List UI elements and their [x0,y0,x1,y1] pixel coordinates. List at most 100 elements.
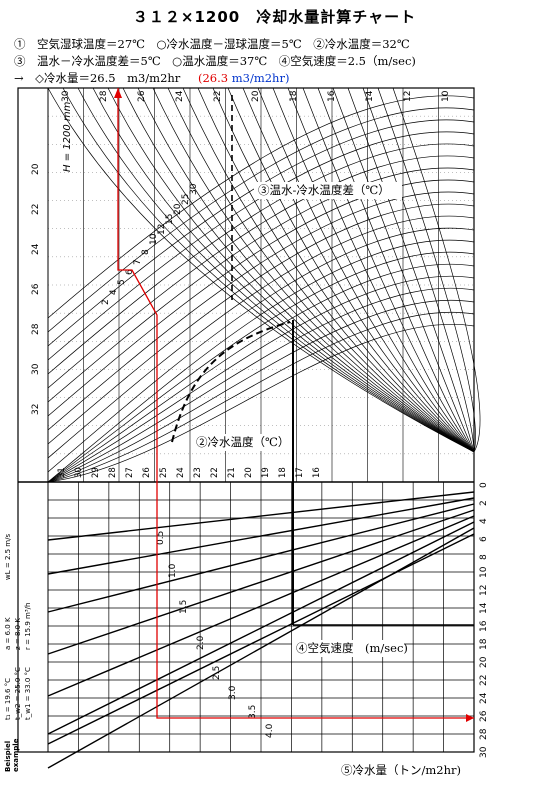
temperature-curve [47,300,475,483]
right-axis-tick: 20 [479,656,489,668]
temperature-curve [47,191,475,431]
temperature-curve [47,167,475,403]
cold-water-tick: 25 [159,467,169,478]
velocity-line [47,509,475,655]
range-curve [362,87,475,453]
temperature-curve [47,215,475,459]
temperature-curve [47,275,475,483]
temperature-curve [47,324,475,483]
range-curve-label: 10 [149,233,159,245]
top-axis-tick: 10 [441,90,451,102]
example-text: t₁ = 19.6 °C [4,678,12,720]
temperature-curve [47,251,475,483]
right-axis-tick: 26 [479,710,489,722]
range-curve [62,87,475,453]
velocity-line-label: 2.5 [212,666,222,680]
temperature-curve [47,107,475,333]
range-curve [77,87,475,453]
range-curve-label: 2 [101,299,111,305]
condition-line-1: ① 空気湿球温度＝27℃ ○冷水温度－湿球温度＝5℃ ②冷水温度＝32℃ [14,37,410,51]
chart-annotations: ③温水-冷水温度差（℃） ②冷水温度（℃） ④空気速度 (m/sec) [192,182,408,657]
right-axis-tick: 22 [479,675,489,686]
range-curve [167,87,475,453]
range-curve-label: 20 [173,203,183,215]
right-axis-tick: 24 [479,692,489,704]
example-label: Beispiel [4,741,12,772]
range-curve [197,87,475,453]
cold-water-tick: 18 [278,467,288,478]
height-label: H = 1200 mm [62,101,73,172]
range-curve-label: 7 [133,259,143,265]
velocity-line [47,491,475,541]
temperature-curve [47,239,475,483]
temperature-curve [47,119,475,347]
range-curve-label: 6 [125,269,135,275]
cold-water-tick: 23 [193,467,203,478]
temperature-curve [47,287,475,483]
top-axis-tick: 16 [327,90,337,102]
right-axis-tick: 18 [479,638,489,650]
water-load-axis-label: ⑤冷水量（トン/m2hr) [341,763,461,777]
top-axis-tick: 18 [289,90,299,102]
range-curve [287,87,475,453]
cold-water-tick: 29 [91,467,101,478]
range-curve [257,87,475,453]
example-label: example [12,738,20,772]
velocity-line [47,497,475,575]
range-curve [152,87,475,453]
cold-water-tick: 24 [176,467,186,478]
top-axis-tick: 22 [213,91,223,102]
velocity-line-label: 1.5 [179,600,189,614]
cold-water-tick: 28 [108,467,118,478]
cold-water-tick: 17 [295,467,305,478]
range-curve-label: 25 [181,194,191,205]
top-axis-tick: 20 [251,90,261,102]
temperature-curve [47,95,475,319]
range-curve-label: 15 [165,214,175,225]
condition-line-2: ③ 温水－冷水温度差＝5℃ ○温水温度＝37℃ ④空気速度＝2.5（m/sec) [14,54,416,68]
example-text: wL = 2.5 m/s [4,534,12,580]
cold-water-tick: 22 [210,467,220,478]
right-axis-tick: 2 [479,500,489,506]
velocity-line-label: 3.0 [228,685,238,700]
construction-path [114,88,474,722]
range-curve-label: 30 [189,183,199,195]
range-curve [377,87,476,453]
range-curve [242,87,475,453]
velocity-line-label: 1.0 [168,563,178,578]
range-curve [137,87,475,453]
cold-water-tick: 26 [142,467,152,478]
range-curve [107,87,475,453]
range-curve [392,87,481,453]
temperature-curve [47,203,475,445]
top-axis-tick: 28 [99,90,109,102]
result-red-value: (26.3 [197,71,229,85]
range-curve [302,87,475,453]
right-axis-tick: 16 [479,620,489,632]
red-arrowhead [466,714,474,722]
velocity-line [47,503,475,613]
top-axis-tick: 24 [175,90,185,102]
left-axis-tick: 26 [31,283,41,295]
left-axis-tick: 24 [31,243,41,255]
cold-water-tick: 20 [244,467,254,478]
example-text: t_w2 = 25.0 °C [14,667,22,720]
cold-water-tick: 16 [312,467,322,478]
range-curve [272,87,475,453]
annotation-cold-water-label: ②冷水温度（℃） [196,435,289,449]
example-text: a = 6.0 K [4,617,12,650]
red-construction-line [117,88,474,719]
velocity-line-label: 3.5 [248,705,258,719]
annotation-box [292,640,404,657]
top-axis-tick: 14 [365,90,375,102]
range-curve-label: 12 [157,224,167,235]
velocity-line [47,533,475,745]
left-axis-tick: 30 [31,363,41,375]
result-text: → ◇冷水量＝26.5 m3/m2hr [14,71,181,85]
result-line: → ◇冷水量＝26.5 m3/m2hr (26.3 m3/m2hr) [14,70,289,86]
velocity-line [47,521,475,735]
left-axis-tick: 28 [31,323,41,335]
range-curve-label: 5 [117,279,127,285]
left-axis-tick: 22 [31,204,41,215]
left-axis-tick: 20 [31,163,41,175]
